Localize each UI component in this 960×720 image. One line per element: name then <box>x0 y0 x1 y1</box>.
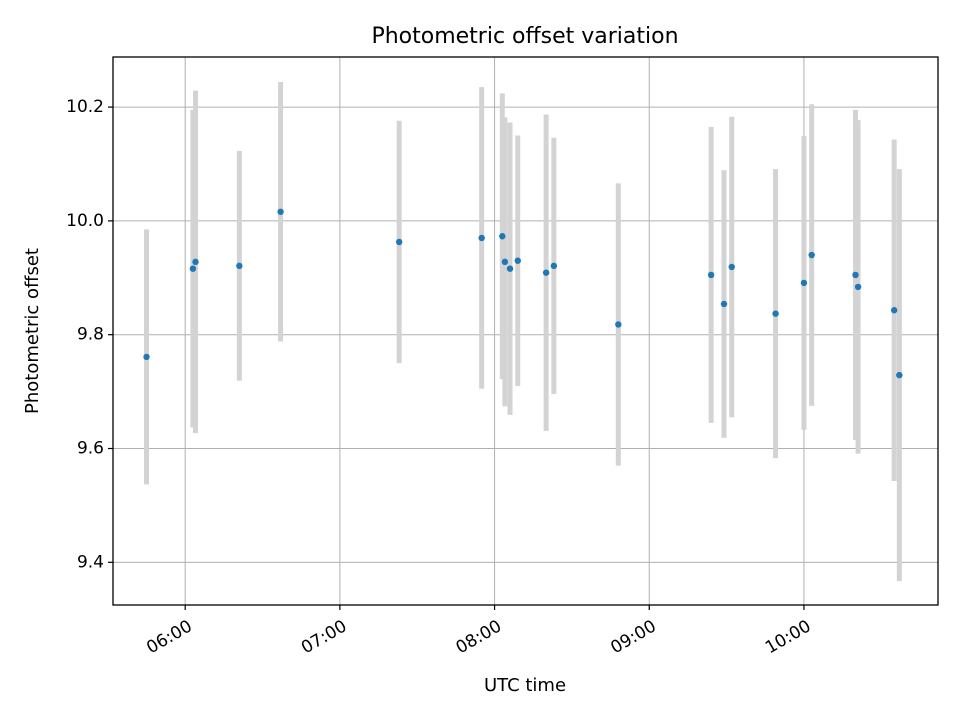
data-point <box>707 271 715 279</box>
data-point <box>720 300 728 308</box>
data-point <box>890 307 898 314</box>
data-point <box>236 262 243 270</box>
data-point <box>896 371 903 379</box>
data-point <box>550 262 558 270</box>
data-point <box>854 283 862 291</box>
x-axis-label: UTC time <box>484 675 566 696</box>
chart-title: Photometric offset variation <box>371 24 678 49</box>
data-point <box>728 263 735 271</box>
y-tick-label: 9.6 <box>77 439 104 459</box>
y-tick-label: 9.4 <box>77 552 104 572</box>
data-point <box>478 234 485 242</box>
data-point <box>506 265 514 272</box>
data-point <box>542 269 550 276</box>
data-point <box>189 265 197 272</box>
data-point <box>852 271 859 279</box>
data-point <box>501 258 509 266</box>
data-point <box>615 321 622 328</box>
data-point <box>499 233 506 240</box>
y-tick-label: 10.2 <box>66 97 104 117</box>
data-point <box>143 353 150 361</box>
data-point <box>192 258 199 266</box>
data-points <box>143 208 903 379</box>
data-point <box>277 208 284 215</box>
plot-frame <box>112 56 939 606</box>
data-point <box>800 279 808 287</box>
data-point <box>395 238 403 246</box>
data-point <box>772 310 779 317</box>
data-point <box>808 251 815 259</box>
data-point <box>514 257 521 264</box>
y-tick-label: 10.0 <box>66 211 104 231</box>
y-axis-label: Photometric offset <box>22 248 43 414</box>
grid-lines <box>113 57 938 605</box>
y-tick-label: 9.8 <box>77 325 104 345</box>
